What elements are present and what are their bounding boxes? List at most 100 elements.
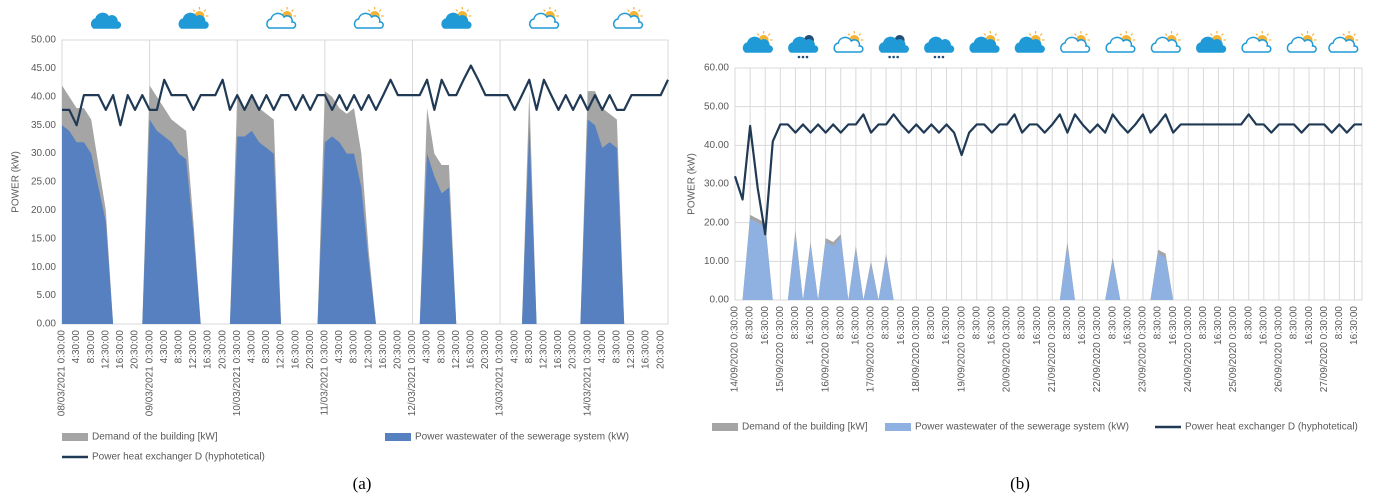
weather-ray [1130,33,1134,36]
y-tick-label: 45.00 [31,63,56,74]
y-axis-label: POWER (kW) [11,151,22,213]
x-tick-label: 21/09/2020 0:30:00 [1047,306,1058,393]
x-tick-label: 16:30:00 [896,306,907,345]
x-tick-label: 16:30:00 [203,330,214,369]
y-tick-label: 30.00 [31,148,56,159]
legend-label: Demand of the building [kW] [742,422,868,433]
x-tick-label: 26/09/2020 0:30:00 [1274,306,1285,393]
x-tick-label: 20:30:00 [655,330,666,369]
panel-caption: (a) [353,474,372,493]
x-tick-label: 8:30:00 [1198,306,1209,340]
x-tick-label: 4:30:00 [597,330,608,364]
area [62,119,668,325]
x-tick-label: 16:30:00 [805,306,816,345]
weather-ray [1039,33,1043,36]
weather-ray [1266,33,1270,36]
y-tick-label: 10.00 [704,256,729,267]
weather-ray [1119,33,1123,36]
y-tick-label: 40.00 [704,140,729,151]
x-tick-label: 12:30:00 [276,330,287,369]
weather-icons [742,31,1359,59]
weather-ray [858,33,862,36]
weather-ray [627,9,630,12]
weather-cloud [878,36,909,53]
x-tick-label: 8:30:00 [926,306,937,340]
weather-ray [1175,33,1179,36]
weather-drop [937,55,941,59]
weather-drop [797,55,801,59]
weather-icons [90,7,644,29]
y-tick-label: 15.00 [31,233,56,244]
x-tick-label: 8:30:00 [1107,306,1118,340]
legend-label: Power heat exchanger D (hyphotetical) [92,452,265,463]
x-tick-label: 16:30:00 [760,306,771,345]
x-tick-label: 16:30:00 [1304,306,1315,345]
weather-ray [994,33,998,36]
weather-ray [1085,33,1088,36]
weather-cloud [353,12,384,29]
x-tick-label: 8:30:00 [881,306,892,340]
x-tick-label: 20:30:00 [217,330,228,369]
y-tick-label: 5.00 [37,290,57,301]
x-tick-label: 16/09/2020 0:30:00 [820,306,831,393]
weather-ray [847,33,851,36]
x-tick-label: 16:30:00 [941,306,952,345]
x-tick-label: 15/09/2020 0:30:00 [775,306,786,393]
legend-label: Power wastewater of the sewerage system … [915,422,1129,433]
x-tick-label: 8:30:00 [86,330,97,364]
x-tick-label: 14/03/2021 0:30:00 [582,330,593,417]
weather-ray [455,9,459,12]
x-tick-label: 8:30:00 [261,330,272,364]
x-tick-label: 8:30:00 [349,330,360,364]
x-tick-label: 19/09/2020 0:30:00 [956,306,967,393]
x-tick-label: 8:30:00 [436,330,447,364]
y-tick-label: 0.00 [710,295,730,306]
x-tick-label: 16:30:00 [1122,306,1133,345]
chart-panel: 0.00 10.00 20.00 30.00 40.00 50.00 60.00 14/09/… [687,31,1363,493]
legend-label: Demand of the building [kW] [92,432,218,443]
weather-drop [801,55,805,59]
weather-ray [1164,33,1168,36]
x-tick-label: 16:30:00 [641,330,652,369]
y-tick-label: 10.00 [31,262,56,273]
weather-ray [756,33,760,36]
weather-cloud [1150,36,1181,53]
weather-ray [291,9,294,12]
weather-cloud [924,36,955,53]
weather-drop [941,55,945,59]
line [733,113,1362,236]
weather-cloud [529,12,560,29]
weather-cloud [1060,36,1091,53]
weather-ray [1353,33,1356,36]
weather-drop [892,55,895,59]
weather-ray [767,33,771,36]
y-tick-label: 35.00 [31,120,56,131]
weather-drop [888,55,891,59]
x-tick-label: 8:30:00 [1334,306,1345,340]
weather-cloud [1286,36,1317,53]
weather-ray [1221,33,1224,36]
x-tick-label: 4:30:00 [334,330,345,364]
x-tick-label: 13/03/2021 0:30:00 [495,330,506,417]
x-tick-label: 16:30:00 [1213,306,1224,345]
x-tick-label: 23/09/2020 0:30:00 [1138,306,1149,393]
x-tick-label: 12:30:00 [539,330,550,369]
x-tick-label: 12:30:00 [626,330,637,369]
x-tick-label: 27/09/2020 0:30:00 [1319,306,1330,393]
weather-cloud [969,36,1000,53]
x-tick-label: 14/09/2020 0:30:00 [730,306,741,393]
y-tick-label: 25.00 [31,177,56,188]
x-tick-label: 4:30:00 [159,330,170,364]
legend-swatch [712,423,738,431]
weather-drop [933,55,937,59]
x-tick-label: 22/09/2020 0:30:00 [1092,306,1103,393]
y-tick-label: 60.00 [704,63,729,74]
weather-cloud [1105,36,1136,53]
weather-ray [1255,33,1259,36]
weather-ray [378,9,382,12]
weather-ray [1300,33,1304,36]
x-tick-label: 20:30:00 [305,330,316,369]
weather-drop [805,55,809,59]
x-tick-label: 8:30:00 [1289,306,1300,340]
